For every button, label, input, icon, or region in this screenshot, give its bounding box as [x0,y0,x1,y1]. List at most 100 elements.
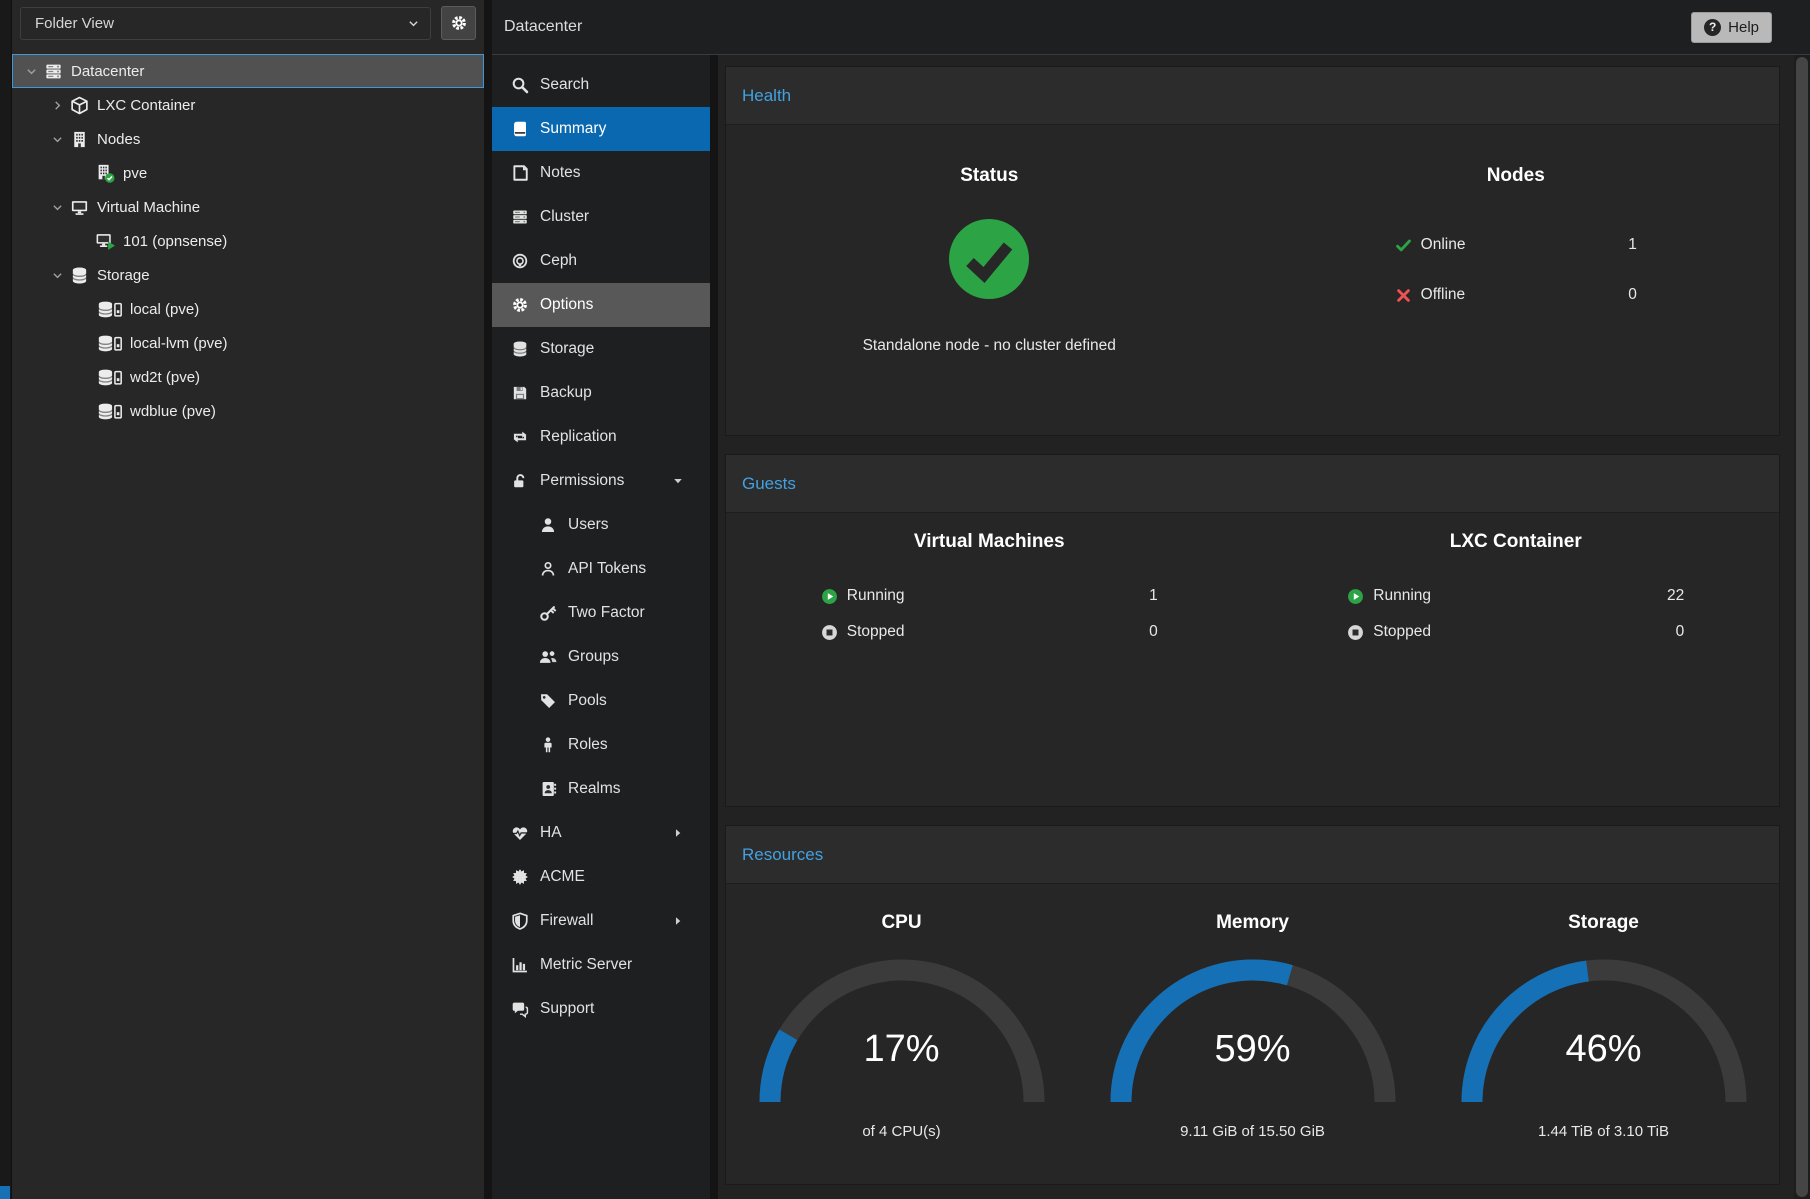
expander-spacer [74,301,92,317]
view-mode-select[interactable]: Folder View [20,7,431,40]
nav-item-storage[interactable]: Storage [492,327,710,371]
nav-item-notes[interactable]: Notes [492,151,710,195]
expander-spacer [74,403,92,419]
tree-item-label: local-lvm (pve) [130,335,228,352]
nav-item-permissions[interactable]: Permissions [492,459,710,503]
gauge-arc: 17% [752,950,1052,1115]
panel-splitter[interactable] [484,0,492,1199]
nav-item-label: Firewall [540,912,593,930]
nav-item-replication[interactable]: Replication [492,415,710,459]
users-icon [538,648,558,666]
nav-item-pools[interactable]: Pools [492,679,710,723]
collapsed-edge-strip [0,0,12,1199]
nav-item-search[interactable]: Search [492,63,710,107]
health-panel: Health Status Standalone node - no clust… [725,66,1780,436]
nav-item-metric-server[interactable]: Metric Server [492,943,710,987]
chevron-right-icon[interactable] [48,97,66,113]
guest-group-virtual-machines: Virtual MachinesRunning1Stopped0 [726,513,1253,647]
stat-row-running: Running22 [1347,581,1684,611]
nav-item-label: Ceph [540,252,577,270]
nav-item-two-factor[interactable]: Two Factor [492,591,710,635]
expander-spacer [74,165,92,181]
nav-item-roles[interactable]: Roles [492,723,710,767]
stat-row-online: Online1 [1395,233,1637,257]
database-drive-icon [96,368,122,387]
tree-item-label: 101 (opnsense) [123,233,227,250]
summary-content: Health Status Standalone node - no clust… [718,55,1794,1199]
resources-panel-header: Resources [726,826,1779,884]
tree-item-lxc-container[interactable]: LXC Container [12,88,484,122]
replication-icon [510,428,530,446]
nav-item-backup[interactable]: Backup [492,371,710,415]
book-icon [510,120,530,138]
chevron-down-icon[interactable] [48,131,66,147]
nav-item-users[interactable]: Users [492,503,710,547]
tree-item-datacenter[interactable]: Datacenter [12,54,484,88]
health-panel-header: Health [726,67,1779,125]
stat-value: 1 [1149,587,1158,605]
status-ok-icon [947,217,1031,301]
caret-right-icon [672,915,684,927]
stat-label: Stopped [847,623,905,641]
floppy-icon [510,384,530,402]
content-topbar: Datacenter ? Help [492,0,1810,55]
tree-item-label: wd2t (pve) [130,369,200,386]
nav-item-ceph[interactable]: Ceph [492,239,710,283]
tree-item-local-pve[interactable]: local (pve) [12,292,484,326]
expander-spacer [74,369,92,385]
tree-item-label: Nodes [97,131,140,148]
gauge-heading: Storage [1568,912,1639,934]
nav-item-ha[interactable]: HA [492,811,710,855]
nav-item-groups[interactable]: Groups [492,635,710,679]
gauge-cpu: CPU17%of 4 CPU(s) [726,884,1077,1140]
section-nav: Search SummaryNotesCluster Ceph OptionsStor… [492,55,710,1199]
tree-item-pve[interactable]: pve [12,156,484,190]
tree-settings-button[interactable] [441,6,476,40]
nav-item-label: Search [540,76,589,94]
nav-item-label: Backup [540,384,592,402]
nav-item-api-tokens[interactable]: API Tokens [492,547,710,591]
tree-item-wdblue-pve[interactable]: wdblue (pve) [12,394,484,428]
nav-item-firewall[interactable]: Firewall [492,899,710,943]
chevron-down-icon [407,17,420,30]
tree-item-101-opnsense[interactable]: 101 (opnsense) [12,224,484,258]
nav-item-label: Users [568,516,608,534]
stat-label: Online [1421,236,1466,254]
nav-item-acme[interactable]: ACME [492,855,710,899]
nav-item-support[interactable]: Support [492,987,710,1031]
stop-circle-icon [1347,624,1364,641]
stat-label: Stopped [1373,623,1431,641]
ceph-icon [510,252,530,270]
help-button[interactable]: ? Help [1691,12,1772,43]
guests-panel-header: Guests [726,455,1779,513]
gauge-arc: 46% [1454,950,1754,1115]
tree-item-storage[interactable]: Storage [12,258,484,292]
stat-row-stopped: Stopped0 [1347,617,1684,647]
nav-item-cluster[interactable]: Cluster [492,195,710,239]
resource-tree: DatacenterLXC Container Nodes pveVirtual M… [12,54,484,428]
tree-item-wd2t-pve[interactable]: wd2t (pve) [12,360,484,394]
gear-icon [510,296,530,314]
comments-icon [510,1000,530,1018]
shield-icon [510,912,530,930]
note-icon [510,164,530,182]
resource-tree-panel: Folder View DatacenterLXC Container Nodes… [12,0,484,1199]
nav-item-label: Two Factor [568,604,645,622]
tree-item-local-lvm-pve[interactable]: local-lvm (pve) [12,326,484,360]
nav-item-realms[interactable]: Realms [492,767,710,811]
tree-item-virtual-machine[interactable]: Virtual Machine [12,190,484,224]
bar-chart-icon [510,956,530,974]
tree-toolbar: Folder View [12,0,484,46]
chevron-down-icon[interactable] [48,267,66,283]
nav-item-options[interactable]: Options [492,283,710,327]
splitter-handle[interactable] [0,1186,10,1199]
chevron-down-icon[interactable] [22,63,40,79]
gauge-percent: 17% [752,1028,1052,1071]
guest-group-rows: Running22 Stopped0 [1347,581,1684,647]
tree-item-nodes[interactable]: Nodes [12,122,484,156]
scrollbar-thumb[interactable] [1796,57,1808,1197]
status-message: Standalone node - no cluster defined [863,337,1116,355]
nav-item-summary[interactable]: Summary [492,107,710,151]
database-drive-icon [96,300,122,319]
chevron-down-icon[interactable] [48,199,66,215]
